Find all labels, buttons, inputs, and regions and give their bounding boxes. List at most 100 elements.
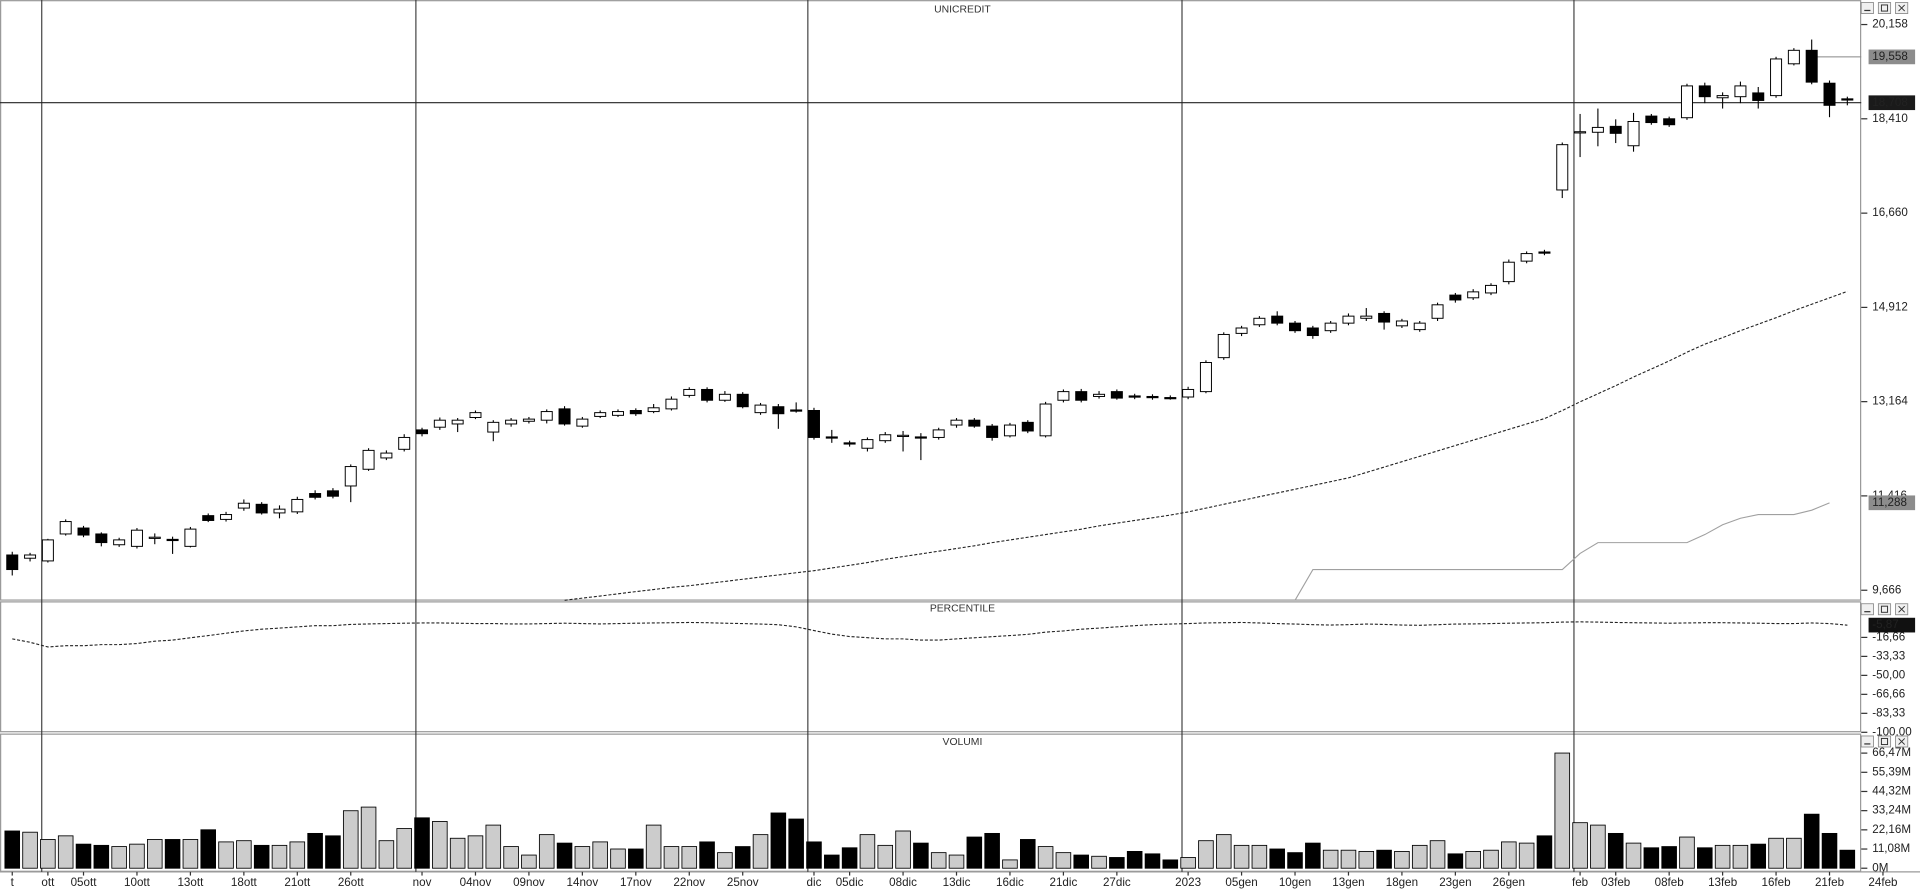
- candle-body: [665, 398, 678, 410]
- minimize-button[interactable]: [1860, 735, 1874, 748]
- volume-bar: [752, 834, 769, 869]
- volume-bar: [75, 843, 92, 869]
- volume-bar: [1501, 841, 1517, 869]
- volume-bar: [1322, 849, 1339, 869]
- y-tick-label: -83,33: [1872, 706, 1905, 719]
- volume-bar: [1483, 849, 1499, 869]
- candle-body: [736, 393, 749, 408]
- y-tick-label: 66,47M: [1872, 746, 1911, 759]
- candle-body: [825, 436, 838, 439]
- volume-bar: [841, 847, 858, 869]
- candle-body: [647, 407, 660, 413]
- price-tag: 11,288: [1872, 496, 1907, 509]
- candle-body: [914, 436, 927, 439]
- volume-bar: [342, 810, 359, 869]
- volume-bar: [1162, 859, 1179, 869]
- volume-bar: [182, 839, 199, 869]
- x-tick-label: 18ott: [231, 876, 258, 889]
- x-tick-label: t: [11, 876, 15, 889]
- maximize-button[interactable]: [1877, 2, 1892, 14]
- button-glyph: [1880, 605, 1889, 613]
- volume-bar: [57, 835, 74, 869]
- candle-body: [1823, 82, 1836, 106]
- volume-bar: [717, 852, 733, 869]
- candle-body: [1003, 424, 1016, 437]
- volume-bar: [289, 841, 306, 869]
- candle-body: [469, 412, 482, 418]
- minimize-button[interactable]: [1860, 603, 1874, 616]
- candle-body: [790, 409, 803, 412]
- volume-bar: [984, 832, 1000, 869]
- candle-body: [1752, 92, 1765, 101]
- x-tick-label: 04nov: [460, 876, 492, 889]
- y-tick-label: 13,164: [1872, 395, 1908, 408]
- volume-bar: [1198, 840, 1214, 869]
- candle-body: [1627, 120, 1640, 147]
- candle-body: [861, 439, 874, 449]
- maximize-button[interactable]: [1877, 735, 1892, 748]
- volume-bar: [1554, 752, 1571, 869]
- candle-body: [1360, 315, 1373, 319]
- volume-bar: [164, 839, 181, 869]
- volume-bar: [877, 844, 894, 869]
- volume-bar: [770, 812, 787, 869]
- maximize-button[interactable]: [1877, 603, 1892, 616]
- volume-bar: [414, 817, 430, 869]
- volume-bar: [1019, 839, 1036, 869]
- y-tick-label: 11,08M: [1872, 842, 1910, 855]
- y-tick-label: 33,24M: [1872, 804, 1911, 817]
- x-tick-label: 26ott: [338, 876, 365, 889]
- volume-bar: [1411, 844, 1428, 869]
- percentile-tag: -5,87: [1872, 618, 1899, 631]
- candle-body: [1253, 317, 1266, 326]
- y-tick-label: -33,33: [1872, 649, 1905, 662]
- volume-bar: [681, 846, 698, 869]
- y-tick-label: 9,666: [1872, 583, 1901, 596]
- x-tick-label: 24feb: [1868, 876, 1897, 889]
- candle-body: [77, 527, 90, 536]
- x-tick-label: 22nov: [673, 876, 705, 889]
- volume-bar: [824, 854, 840, 869]
- y-tick-label: 0M: [1872, 861, 1888, 874]
- volume-bar: [1572, 822, 1588, 869]
- volume-bar: [574, 846, 591, 869]
- volume-bar: [1144, 853, 1161, 869]
- x-tick-label: dic: [807, 876, 822, 889]
- y-tick-label: -100,00: [1872, 725, 1912, 738]
- y-tick-label: 44,32M: [1872, 785, 1911, 798]
- candle-body: [1787, 49, 1800, 65]
- button-glyph: [1898, 605, 1906, 613]
- x-tick-label: 21feb: [1815, 876, 1844, 889]
- volume-bar: [200, 829, 217, 869]
- candle-body: [683, 388, 696, 396]
- volume-bar: [1180, 857, 1196, 869]
- volume-bar: [1536, 835, 1553, 869]
- candle-body: [1075, 391, 1088, 401]
- candle-body: [1057, 391, 1070, 401]
- minimize-button[interactable]: [1860, 2, 1874, 14]
- y-tick-label: -16,66: [1872, 630, 1905, 643]
- button-glyph: [1880, 4, 1889, 12]
- volume-bar: [592, 841, 608, 869]
- candle-body: [594, 412, 607, 417]
- volume-bar: [147, 839, 163, 869]
- candle-body: [1556, 144, 1569, 191]
- overlay-line: [1294, 502, 1830, 601]
- candle-body: [326, 490, 339, 497]
- volume-bar: [1251, 844, 1268, 869]
- volume-bar: [22, 831, 38, 869]
- price-tag-box: [1868, 49, 1916, 65]
- volume-bar: [360, 806, 377, 869]
- volume-bar: [788, 818, 804, 869]
- candle-body: [1039, 403, 1052, 437]
- x-tick-label: 13gen: [1332, 876, 1364, 889]
- candle-body: [1449, 294, 1462, 301]
- candle-body: [1574, 131, 1587, 134]
- x-tick-label: 23gen: [1439, 876, 1471, 889]
- y-tick-label: 20,158: [1872, 18, 1908, 31]
- candle-body: [629, 409, 642, 415]
- volume-bar: [1055, 852, 1072, 869]
- candle-body: [148, 536, 161, 539]
- x-tick-label: 05gen: [1225, 876, 1257, 889]
